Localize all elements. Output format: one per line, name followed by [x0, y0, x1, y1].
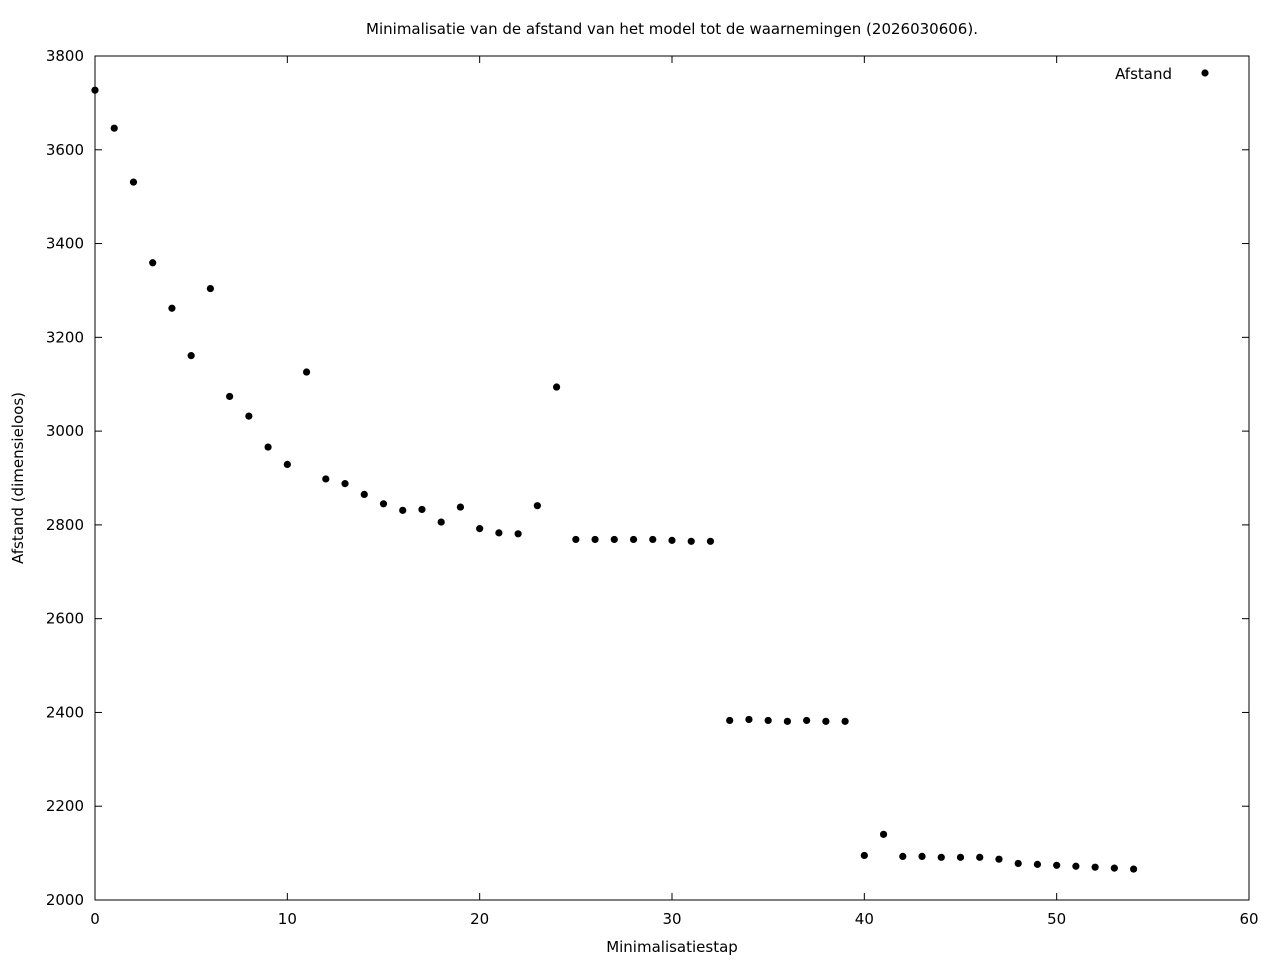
data-point [1053, 861, 1061, 869]
data-point [437, 518, 445, 526]
y-tick-label: 3800 [46, 47, 84, 65]
data-point [226, 392, 234, 401]
data-point [91, 86, 99, 94]
data-point [399, 506, 407, 514]
y-tick-label: 2600 [46, 610, 84, 628]
x-tick-labels: 0 10 20 30 40 50 60 [90, 910, 1258, 928]
y-tick-label: 3200 [46, 328, 84, 346]
data-point [110, 124, 118, 132]
x-tick-label: 20 [470, 910, 489, 928]
data-point [533, 502, 541, 510]
axis-ticks [94, 55, 1250, 901]
data-point [302, 368, 311, 376]
data-point [629, 535, 638, 544]
x-tick-label: 60 [1239, 910, 1258, 928]
x-tick-label: 50 [1047, 910, 1066, 928]
data-point [322, 475, 330, 483]
data-point [649, 535, 657, 544]
data-point [879, 830, 888, 838]
data-point [976, 853, 984, 861]
x-axis-label: Minimalisatiestap [606, 938, 738, 956]
data-point [476, 525, 484, 533]
data-point [995, 855, 1003, 863]
y-tick-label: 2200 [46, 797, 84, 815]
x-tick-label: 0 [90, 910, 100, 928]
data-point [899, 852, 907, 860]
y-tick-labels: 2000 2200 2400 2600 2800 3000 3200 3400 3600 3800 [46, 47, 84, 909]
y-axis-label: Afstand (dimensieloos) [9, 392, 27, 564]
data-points [91, 86, 1138, 873]
data-point [206, 284, 214, 293]
data-point [937, 853, 945, 861]
data-point [1091, 863, 1099, 871]
y-tick-label: 2000 [46, 891, 84, 909]
data-point [187, 352, 195, 360]
y-tick-label: 2800 [46, 516, 84, 534]
data-point [1110, 864, 1118, 872]
data-point [610, 535, 618, 544]
data-point [379, 500, 388, 508]
data-point [764, 716, 772, 725]
legend-label: Afstand [1115, 65, 1172, 83]
plot-frame [94, 55, 1250, 901]
x-tick-label: 30 [662, 910, 681, 928]
legend-marker [1201, 69, 1209, 77]
data-point [341, 480, 349, 488]
data-point [283, 460, 291, 469]
data-point [706, 537, 715, 545]
data-point [360, 490, 368, 499]
data-point [264, 443, 272, 451]
data-point [687, 537, 695, 545]
data-point [956, 853, 965, 861]
data-point [860, 851, 868, 860]
chart-title: Minimalisatie van de afstand van het mod… [366, 20, 978, 38]
data-point [783, 717, 792, 725]
data-point [1072, 862, 1080, 870]
data-point [822, 717, 830, 725]
data-point [1033, 860, 1042, 868]
data-point [129, 178, 138, 186]
data-point [168, 304, 176, 312]
x-tick-label: 40 [855, 910, 874, 928]
y-tick-label: 3400 [46, 235, 84, 253]
data-point [745, 715, 753, 724]
data-point [841, 717, 849, 725]
data-point [514, 530, 522, 538]
data-point [1014, 859, 1022, 868]
y-tick-label: 3000 [46, 422, 84, 440]
data-point [553, 383, 561, 391]
data-point [591, 535, 599, 544]
legend: Afstand [1115, 65, 1209, 83]
data-point [726, 716, 734, 725]
data-point [668, 536, 676, 544]
y-tick-label: 3600 [46, 141, 84, 159]
x-tick-label: 10 [278, 910, 297, 928]
data-point [245, 412, 253, 420]
data-point [803, 716, 811, 725]
data-point [456, 503, 465, 511]
data-point [918, 852, 926, 860]
data-point [572, 535, 580, 544]
data-point [418, 505, 426, 514]
data-point [1130, 865, 1138, 873]
data-point [149, 259, 157, 267]
y-tick-label: 2400 [46, 703, 84, 721]
data-point [495, 529, 503, 537]
